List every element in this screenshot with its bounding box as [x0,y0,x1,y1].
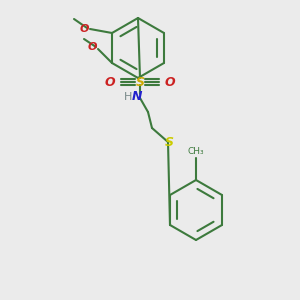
Text: O: O [88,42,97,52]
Text: H: H [124,92,132,102]
Text: S: S [136,76,145,88]
Text: N: N [132,91,142,103]
Text: O: O [80,24,89,34]
Text: O: O [104,76,115,88]
Text: S: S [164,136,173,148]
Text: CH₃: CH₃ [188,147,204,156]
Text: O: O [165,76,175,88]
